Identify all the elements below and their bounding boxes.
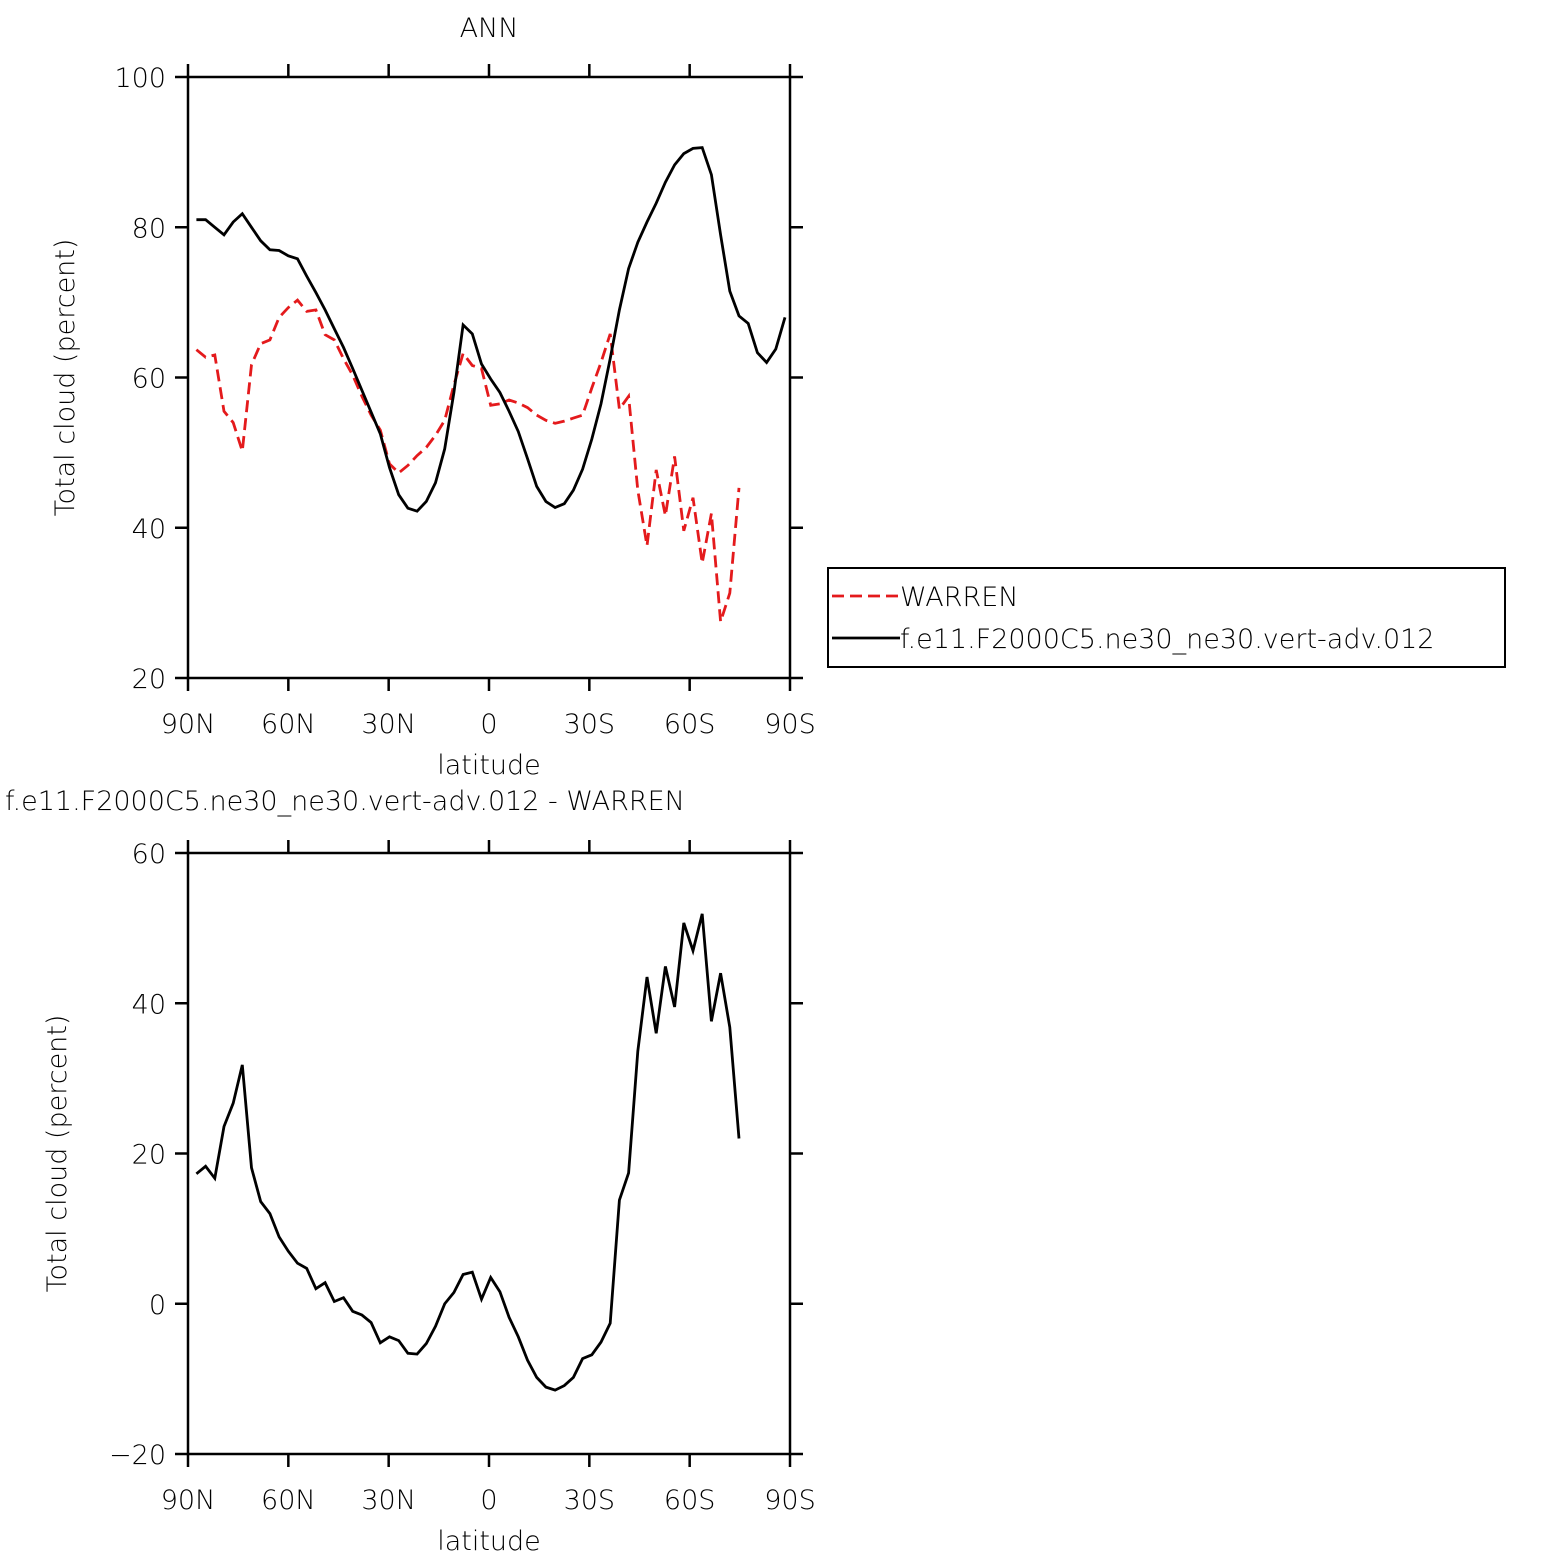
x-axis-label: latitude: [437, 750, 541, 781]
plot-frame: [186, 851, 792, 1456]
y-tick-label: 60: [132, 839, 166, 870]
x-tick-label: 60N: [261, 709, 316, 740]
x-tick-label: 60N: [261, 1485, 316, 1516]
y-tick-label: 20: [132, 664, 166, 695]
x-axis-label: latitude: [437, 1526, 541, 1557]
x-tick-label: 60S: [664, 709, 716, 740]
y-tick-label: 40: [132, 514, 166, 545]
legend-box: [827, 567, 1506, 668]
data-line: [195, 913, 741, 1392]
x-tick-label: 0: [480, 1485, 497, 1516]
legend-label: f.e11.F2000C5.ne30_ne30.vert-adv.012: [900, 624, 1434, 655]
x-tick-label: 90S: [764, 709, 816, 740]
x-tick-label: 90N: [161, 709, 216, 740]
y-tick-label: 80: [132, 213, 166, 244]
x-tick-label: 90N: [161, 1485, 216, 1516]
chart-title: f.e11.F2000C5.ne30_ne30.vert-adv.012 - W…: [5, 786, 685, 817]
y-tick-label: 40: [132, 989, 166, 1020]
y-tick-label: 100: [114, 63, 166, 94]
y-tick-label: 20: [132, 1140, 166, 1171]
x-tick-label: 30N: [361, 709, 416, 740]
x-tick-label: 30S: [564, 1485, 616, 1516]
y-tick-label: −20: [109, 1440, 166, 1471]
chart-title: ANN: [460, 13, 519, 44]
data-line: [195, 298, 741, 623]
y-tick-label: 0: [149, 1290, 166, 1321]
legend-label: WARREN: [900, 582, 1018, 613]
x-tick-label: 30N: [361, 1485, 416, 1516]
data-line: [196, 146, 787, 513]
y-tick-label: 60: [132, 364, 166, 395]
x-tick-label: 30S: [564, 709, 616, 740]
x-tick-label: 60S: [664, 1485, 716, 1516]
y-axis-label: Total cloud (percent): [42, 1015, 73, 1293]
y-axis-label: Total cloud (percent): [50, 239, 81, 517]
x-tick-label: 0: [480, 709, 497, 740]
x-tick-label: 90S: [764, 1485, 816, 1516]
